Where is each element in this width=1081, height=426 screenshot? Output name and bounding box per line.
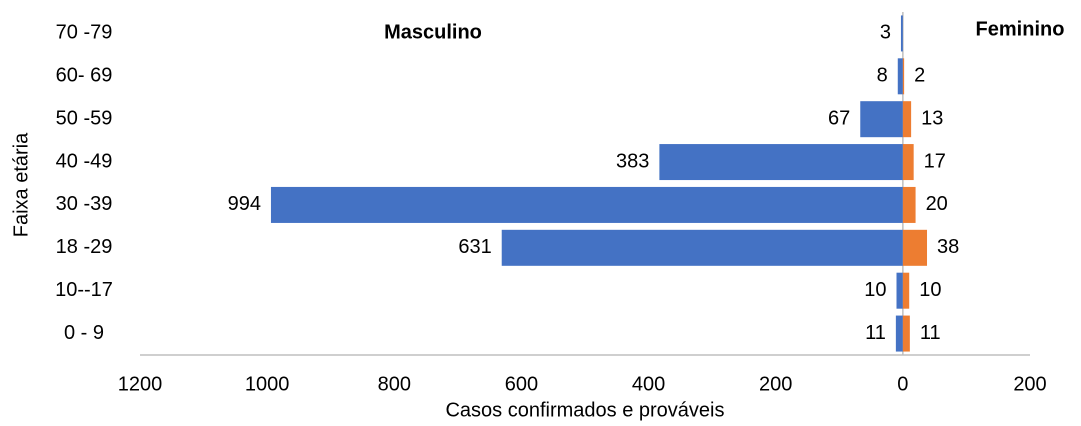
y-tick-label: 30 -39 xyxy=(56,193,113,215)
bar xyxy=(860,101,903,138)
data-label: 3 xyxy=(880,22,891,44)
data-label: 11 xyxy=(865,322,886,344)
x-tick-label: 400 xyxy=(632,373,665,395)
y-tick-label: 40 -49 xyxy=(56,150,113,172)
y-tick-label: 18 -29 xyxy=(56,236,113,258)
x-tick-label: 1000 xyxy=(245,373,290,395)
bar xyxy=(270,186,903,223)
data-label: 20 xyxy=(926,193,948,215)
series-title: Feminino xyxy=(976,18,1065,40)
data-label: 8 xyxy=(877,65,888,87)
bar xyxy=(902,272,910,309)
data-label: 10 xyxy=(919,279,941,301)
x-tick-label: 600 xyxy=(505,373,538,395)
bar xyxy=(501,229,903,266)
bar xyxy=(900,15,903,52)
x-axis-label: Casos confirmados e prováveis xyxy=(445,399,724,421)
x-tick-label: 800 xyxy=(378,373,411,395)
y-tick-label: 0 - 9 xyxy=(64,322,104,344)
series-title: Masculino xyxy=(384,21,482,43)
data-label: 17 xyxy=(924,150,946,172)
data-label: 383 xyxy=(616,150,649,172)
bar xyxy=(897,58,903,95)
data-label: 13 xyxy=(921,107,943,129)
bar xyxy=(902,58,905,95)
data-label: 994 xyxy=(228,193,261,215)
bar xyxy=(902,101,912,138)
bar xyxy=(902,315,910,352)
bar xyxy=(895,315,903,352)
data-label: 38 xyxy=(937,236,959,258)
data-label: 631 xyxy=(458,236,491,258)
data-label: 10 xyxy=(864,279,886,301)
data-label: 2 xyxy=(914,65,925,87)
y-tick-label: 10--17 xyxy=(55,279,113,301)
y-tick-label: 60- 69 xyxy=(56,65,113,87)
x-tick-label: 200 xyxy=(1013,373,1046,395)
x-tick-label: 1200 xyxy=(118,373,163,395)
bar xyxy=(659,144,903,181)
y-tick-label: 50 -59 xyxy=(56,107,113,129)
x-tick-label: 200 xyxy=(759,373,792,395)
data-label: 67 xyxy=(828,107,850,129)
bar xyxy=(902,186,916,223)
x-tick-label: 0 xyxy=(897,373,908,395)
data-label: 11 xyxy=(920,322,941,344)
y-tick-label: 70 -79 xyxy=(56,22,113,44)
bar xyxy=(896,272,903,309)
bar xyxy=(902,144,914,181)
bar xyxy=(902,229,928,266)
y-axis-label: Faixa etária xyxy=(10,132,32,237)
